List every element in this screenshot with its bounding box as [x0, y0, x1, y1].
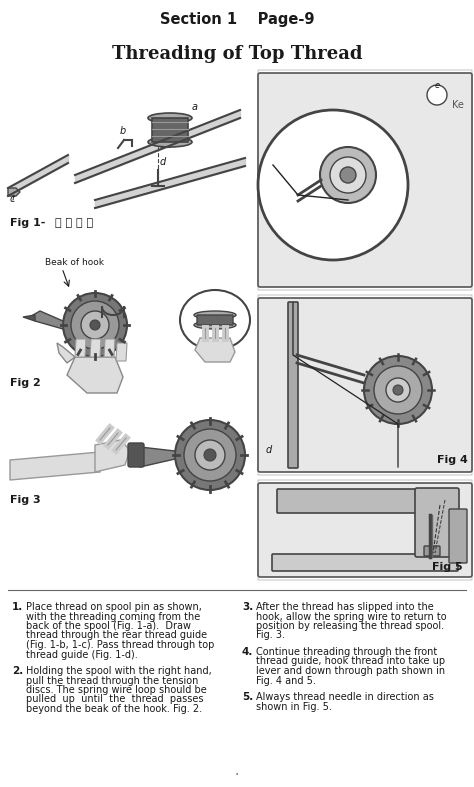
- Text: discs. The spring wire loop should be: discs. The spring wire loop should be: [26, 685, 207, 695]
- FancyBboxPatch shape: [277, 489, 443, 513]
- FancyBboxPatch shape: [258, 70, 472, 290]
- Circle shape: [90, 320, 100, 330]
- Text: d: d: [160, 157, 166, 167]
- Polygon shape: [195, 338, 235, 362]
- Ellipse shape: [194, 321, 236, 329]
- Polygon shape: [67, 357, 123, 393]
- Ellipse shape: [194, 311, 236, 319]
- Circle shape: [364, 356, 432, 424]
- FancyBboxPatch shape: [258, 480, 472, 580]
- Circle shape: [374, 366, 422, 414]
- Text: pull the thread through the tension: pull the thread through the tension: [26, 675, 199, 685]
- Polygon shape: [116, 343, 127, 361]
- Polygon shape: [10, 452, 100, 480]
- Text: ⓐ ⓑ ⓒ ⓓ: ⓐ ⓑ ⓒ ⓓ: [55, 218, 93, 228]
- Text: b: b: [120, 126, 126, 136]
- Circle shape: [175, 420, 245, 490]
- Text: After the thread has slipped into the: After the thread has slipped into the: [256, 602, 434, 612]
- Polygon shape: [23, 315, 35, 321]
- Circle shape: [427, 85, 447, 105]
- Circle shape: [258, 110, 408, 260]
- FancyBboxPatch shape: [449, 509, 467, 563]
- Ellipse shape: [148, 137, 192, 147]
- FancyBboxPatch shape: [258, 298, 472, 472]
- Text: lever and down through path shown in: lever and down through path shown in: [256, 666, 445, 676]
- Ellipse shape: [148, 113, 192, 123]
- Text: Holding the spool with the right hand,: Holding the spool with the right hand,: [26, 666, 212, 676]
- Polygon shape: [33, 311, 63, 329]
- Polygon shape: [8, 188, 20, 196]
- Polygon shape: [90, 339, 101, 357]
- Text: ·: ·: [235, 768, 239, 782]
- Circle shape: [320, 147, 376, 203]
- Polygon shape: [130, 447, 175, 467]
- Text: c: c: [10, 194, 15, 204]
- FancyBboxPatch shape: [415, 488, 459, 557]
- Text: Threading of Top Thread: Threading of Top Thread: [112, 45, 362, 63]
- FancyBboxPatch shape: [272, 554, 458, 571]
- Text: hook, allow the spring wire to return to: hook, allow the spring wire to return to: [256, 611, 447, 622]
- Text: 3.: 3.: [242, 602, 253, 612]
- Ellipse shape: [180, 290, 250, 350]
- Circle shape: [71, 301, 119, 349]
- Text: Always thread needle in direction as: Always thread needle in direction as: [256, 692, 434, 702]
- FancyBboxPatch shape: [152, 118, 188, 142]
- Text: 4.: 4.: [242, 647, 254, 657]
- Text: Fig. 3.: Fig. 3.: [256, 630, 285, 641]
- Circle shape: [330, 157, 366, 193]
- Text: a: a: [192, 102, 198, 112]
- Text: d: d: [266, 445, 272, 455]
- Text: Beak of hook: Beak of hook: [45, 258, 104, 267]
- Text: Ke: Ke: [452, 100, 464, 110]
- Text: (Fig. 1-b, 1-c). Pass thread through top: (Fig. 1-b, 1-c). Pass thread through top: [26, 640, 214, 650]
- Text: shown in Fig. 5.: shown in Fig. 5.: [256, 701, 332, 711]
- Circle shape: [393, 385, 403, 395]
- Text: Fig 2: Fig 2: [10, 378, 41, 388]
- Text: Fig. 4 and 5.: Fig. 4 and 5.: [256, 675, 316, 685]
- Text: e: e: [435, 80, 439, 90]
- Text: back of the spool (Fig. 1-a).  Draw: back of the spool (Fig. 1-a). Draw: [26, 621, 191, 631]
- Circle shape: [204, 449, 216, 461]
- Polygon shape: [75, 339, 86, 357]
- Text: pulled  up  until  the  thread  passes: pulled up until the thread passes: [26, 694, 203, 704]
- Text: beyond the beak of the hook. Fig. 2.: beyond the beak of the hook. Fig. 2.: [26, 704, 202, 714]
- Text: thread through the rear thread guide: thread through the rear thread guide: [26, 630, 207, 641]
- Text: Fig 4: Fig 4: [437, 455, 468, 465]
- Text: Fig 1-: Fig 1-: [10, 218, 46, 228]
- Text: Fig 3: Fig 3: [10, 495, 41, 505]
- Text: thread guide (Fig. 1-d).: thread guide (Fig. 1-d).: [26, 649, 138, 660]
- Text: with the threading coming from the: with the threading coming from the: [26, 611, 200, 622]
- Circle shape: [63, 293, 127, 357]
- Text: Fig 5: Fig 5: [432, 562, 463, 572]
- FancyBboxPatch shape: [258, 295, 472, 475]
- Circle shape: [195, 440, 225, 470]
- FancyBboxPatch shape: [288, 302, 298, 468]
- Text: Place thread on spool pin as shown,: Place thread on spool pin as shown,: [26, 602, 202, 612]
- Polygon shape: [95, 440, 130, 472]
- Circle shape: [81, 311, 109, 339]
- FancyBboxPatch shape: [128, 443, 144, 467]
- Text: Continue threading through the front: Continue threading through the front: [256, 647, 437, 657]
- FancyBboxPatch shape: [258, 483, 472, 577]
- Polygon shape: [104, 339, 115, 357]
- FancyBboxPatch shape: [197, 315, 233, 325]
- Text: position by releasing the thread spool.: position by releasing the thread spool.: [256, 621, 444, 631]
- FancyBboxPatch shape: [258, 73, 472, 287]
- Text: thread guide, hook thread into take up: thread guide, hook thread into take up: [256, 656, 445, 667]
- Text: Section 1    Page-9: Section 1 Page-9: [160, 12, 314, 27]
- Circle shape: [386, 378, 410, 402]
- Text: 2.: 2.: [12, 666, 23, 676]
- Circle shape: [340, 167, 356, 183]
- FancyBboxPatch shape: [424, 546, 440, 556]
- Polygon shape: [57, 343, 75, 363]
- Circle shape: [184, 429, 236, 481]
- Text: 5.: 5.: [242, 692, 253, 702]
- Text: 1.: 1.: [12, 602, 23, 612]
